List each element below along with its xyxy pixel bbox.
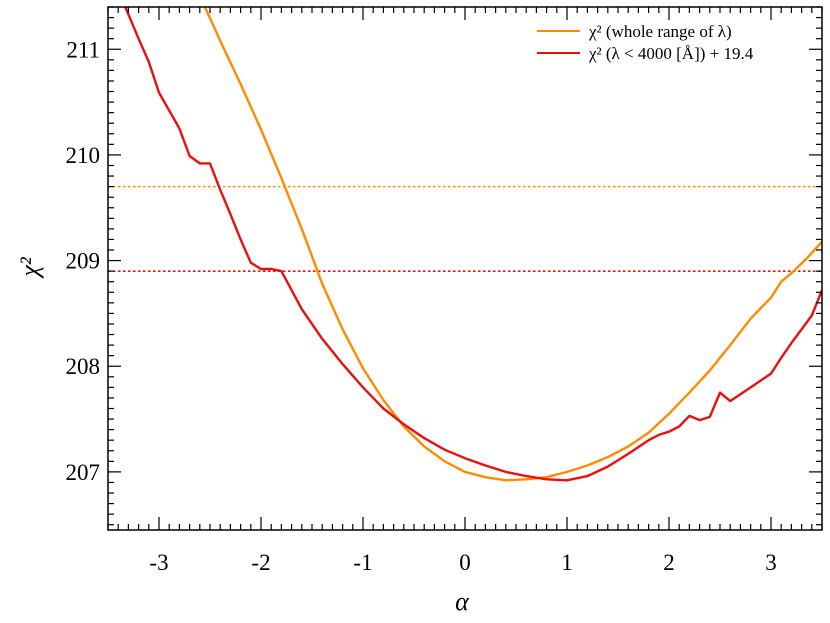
x-tick-label: -3 bbox=[149, 550, 168, 575]
legend: χ² (whole range of λ) χ² (λ < 4000 [Å]) … bbox=[537, 22, 754, 63]
y-axis-title: χ² bbox=[15, 256, 44, 279]
series-line-0 bbox=[203, 7, 822, 482]
series-lines bbox=[124, 7, 822, 482]
series-line-1 bbox=[124, 7, 822, 482]
x-tick-label: -1 bbox=[353, 550, 372, 575]
x-tick-label: 1 bbox=[561, 550, 573, 575]
legend-label-whole-range: χ² (whole range of λ) bbox=[588, 22, 732, 41]
x-tick-labels: -3 -2 -1 0 1 2 3 bbox=[149, 550, 776, 575]
y-tick-label: 211 bbox=[66, 37, 100, 62]
x-tick-label: 3 bbox=[765, 550, 777, 575]
x-tick-label: 2 bbox=[663, 550, 675, 575]
x-tick-label: 0 bbox=[459, 550, 471, 575]
y-tick-label: 208 bbox=[66, 354, 101, 379]
y-tick-label: 207 bbox=[66, 460, 101, 485]
reference-lines bbox=[108, 185, 822, 272]
plot-frame bbox=[107, 6, 823, 531]
y-tick-labels: 207 208 209 210 211 bbox=[66, 37, 101, 485]
axis-ticks bbox=[107, 6, 823, 530]
x-tick-label: -2 bbox=[251, 550, 270, 575]
x-axis-title: α bbox=[455, 587, 470, 616]
y-tick-label: 209 bbox=[66, 249, 101, 274]
legend-label-lambda-cut: χ² (λ < 4000 [Å]) + 19.4 bbox=[588, 44, 754, 63]
y-tick-label: 210 bbox=[66, 143, 101, 168]
